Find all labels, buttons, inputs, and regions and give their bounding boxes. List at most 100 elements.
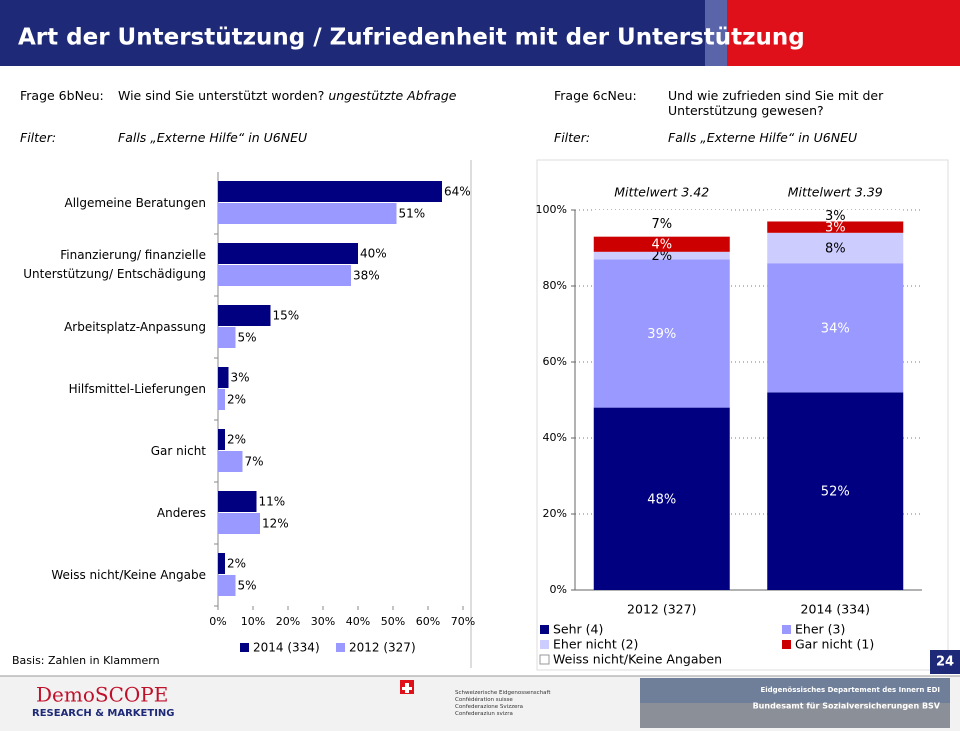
x-tick-label: 2014 (334) — [801, 602, 870, 617]
bar-segment — [767, 392, 904, 590]
data-label: 15% — [273, 309, 300, 323]
legend-label: Eher nicht (2) — [553, 637, 638, 652]
bar — [218, 491, 257, 512]
bar-segment — [767, 221, 904, 233]
basis-note: Basis: Zahlen in Klammern — [12, 654, 160, 667]
data-label: 48% — [647, 492, 676, 507]
bar — [218, 243, 358, 264]
x-tick-label: 20% — [276, 615, 300, 628]
y-tick-label: 80% — [543, 279, 567, 292]
y-tick-label: Finanzierung/ finanzielle Unterstützung/… — [23, 248, 206, 281]
x-tick-label: 50% — [381, 615, 405, 628]
data-label: 5% — [238, 579, 257, 593]
title: Art der Unterstützung / Zufriedenheit mi… — [18, 25, 805, 51]
swiss-cross — [402, 683, 412, 693]
header-red — [727, 0, 960, 66]
legend-swatch — [782, 625, 791, 634]
logo: DemoSCOPE — [36, 683, 168, 707]
legend-swatch — [336, 643, 345, 652]
page-number: 24 — [936, 655, 954, 670]
data-label: 2% — [227, 557, 246, 571]
y-tick-label: 100% — [536, 203, 567, 216]
bar — [218, 429, 225, 450]
swiss-name: Schweizerische Eidgenossenschaft — [455, 690, 551, 696]
y-tick-label: Weiss nicht/Keine Angabe — [51, 567, 206, 582]
data-label: 8% — [825, 242, 846, 257]
legend-swatch — [782, 640, 791, 649]
legend-label: Sehr (4) — [553, 622, 603, 637]
x-tick-label: 40% — [346, 615, 370, 628]
filter-text: Falls „Externe Hilfe“ in U6NEU — [668, 130, 858, 145]
y-tick-label: Gar nicht — [150, 443, 206, 458]
filter-text: Falls „Externe Hilfe“ in U6NEU — [118, 130, 308, 145]
data-label: 40% — [360, 247, 387, 261]
data-label: 7% — [245, 455, 264, 469]
y-tick-label: Allgemeine Beratungen — [64, 195, 206, 210]
data-label: 2% — [227, 433, 246, 447]
panel-frame — [536, 159, 949, 671]
y-tick-label: 20% — [543, 507, 567, 520]
ministry-dept: Eidgenössisches Departement des Innern E… — [760, 686, 940, 694]
page-box — [930, 650, 960, 674]
x-tick-label: 10% — [241, 615, 265, 628]
y-tick-label: 0% — [550, 583, 567, 596]
y-tick-label: Anderes — [156, 505, 206, 520]
question-label: Frage 6cNeu: — [554, 88, 637, 103]
swiss-names: Schweizerische Eidgenossenschaft Confédér… — [455, 690, 551, 718]
y-tick-label: Hilfsmittel-Lieferungen — [68, 381, 206, 396]
data-label: 5% — [238, 331, 257, 345]
bar — [218, 327, 236, 348]
x-tick-label: 2012 (327) — [627, 602, 696, 617]
legend-label: Eher (3) — [795, 622, 845, 637]
question: Wie sind Sie unterstützt worden? — [118, 88, 325, 103]
data-label: 3% — [825, 209, 846, 224]
legend-label: 2014 (334) — [253, 641, 320, 655]
legend-label: 2012 (327) — [349, 641, 416, 655]
data-label: 52% — [821, 485, 850, 500]
bar — [218, 181, 442, 202]
ministry-office: Bundesamt für Sozialversicherungen BSV — [753, 702, 941, 711]
bar-segment — [593, 236, 730, 252]
data-label: 2% — [227, 393, 246, 407]
data-label: 34% — [821, 321, 850, 336]
bar-segment — [767, 210, 904, 222]
question-label: Frage 6bNeu: — [20, 88, 104, 103]
data-label: 2% — [651, 249, 672, 264]
bar — [218, 553, 225, 574]
data-label: 4% — [651, 238, 672, 253]
data-label: 3% — [231, 371, 250, 385]
legend-swatch — [540, 625, 549, 634]
swiss-name: Confédération suisse — [455, 697, 513, 703]
filter-label: Filter: — [20, 130, 57, 145]
data-label: 11% — [259, 495, 286, 509]
bar — [218, 575, 236, 596]
bar — [218, 389, 225, 410]
filter-label: Filter: — [554, 130, 591, 145]
logo-sub: RESEARCH & MARKETING — [32, 708, 175, 719]
header-stripe — [705, 0, 727, 66]
x-tick-label: 30% — [311, 615, 335, 628]
legend-swatch — [539, 654, 550, 665]
bar — [218, 451, 243, 472]
data-label: 3% — [825, 221, 846, 236]
ministry-image-lower — [640, 703, 950, 728]
x-tick-label: 0% — [209, 615, 226, 628]
legend-label: Weiss nicht/Keine Angaben — [553, 652, 722, 667]
bar — [218, 265, 351, 286]
data-label: 7% — [651, 217, 672, 232]
annotation: Mittelwert 3.39 — [788, 185, 883, 200]
question-text: Wie sind Sie unterstützt worden? ungestü… — [118, 88, 478, 103]
bar-segment — [593, 259, 730, 408]
bar-segment — [593, 251, 730, 260]
data-label: 39% — [647, 327, 676, 342]
y-tick-label: 60% — [543, 355, 567, 368]
data-label: 12% — [262, 517, 289, 531]
bar-segment — [593, 407, 730, 590]
bar-segment — [593, 210, 730, 237]
y-tick-label: Arbeitsplatz-Anpassung — [64, 319, 206, 334]
data-label: 51% — [399, 207, 426, 221]
bar — [218, 203, 397, 224]
data-label: 64% — [444, 185, 471, 199]
